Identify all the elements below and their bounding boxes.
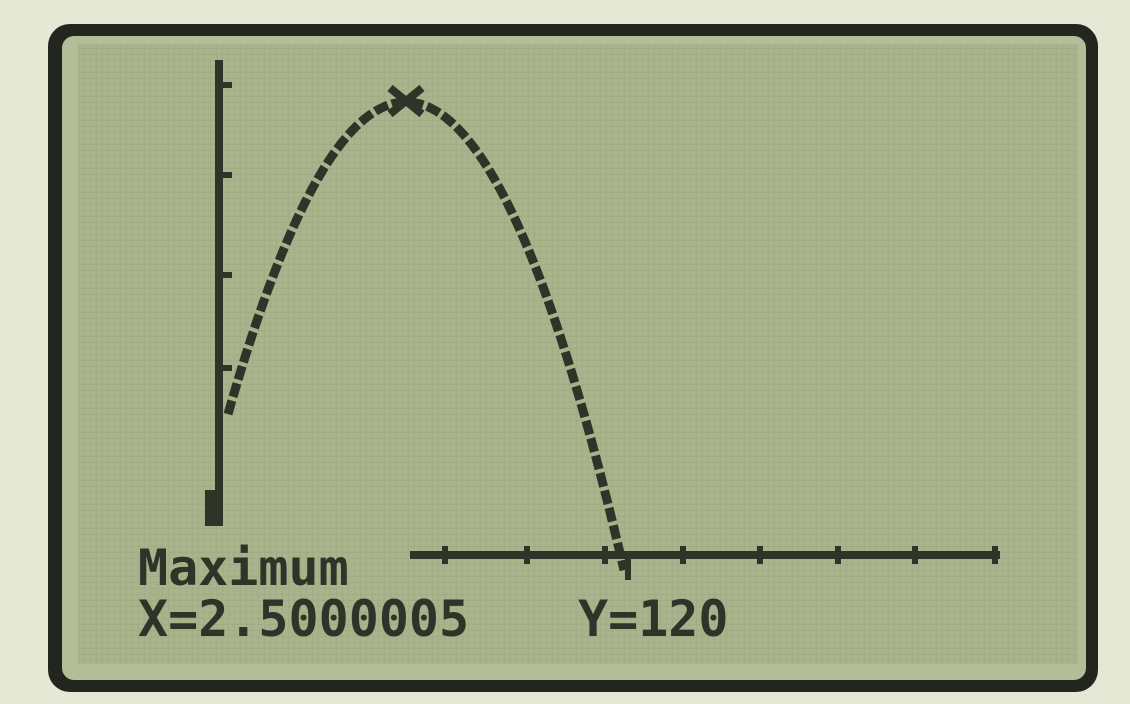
page: Maximum X=2.5000005 Y=120 (() => { const…	[0, 0, 1130, 704]
y-readout: Y=120	[578, 590, 729, 648]
x-readout: X=2.5000005	[138, 590, 469, 648]
axis-blob	[205, 490, 223, 526]
mode-label: Maximum	[138, 539, 349, 597]
calculator-screen: Maximum X=2.5000005 Y=120	[0, 0, 1130, 704]
